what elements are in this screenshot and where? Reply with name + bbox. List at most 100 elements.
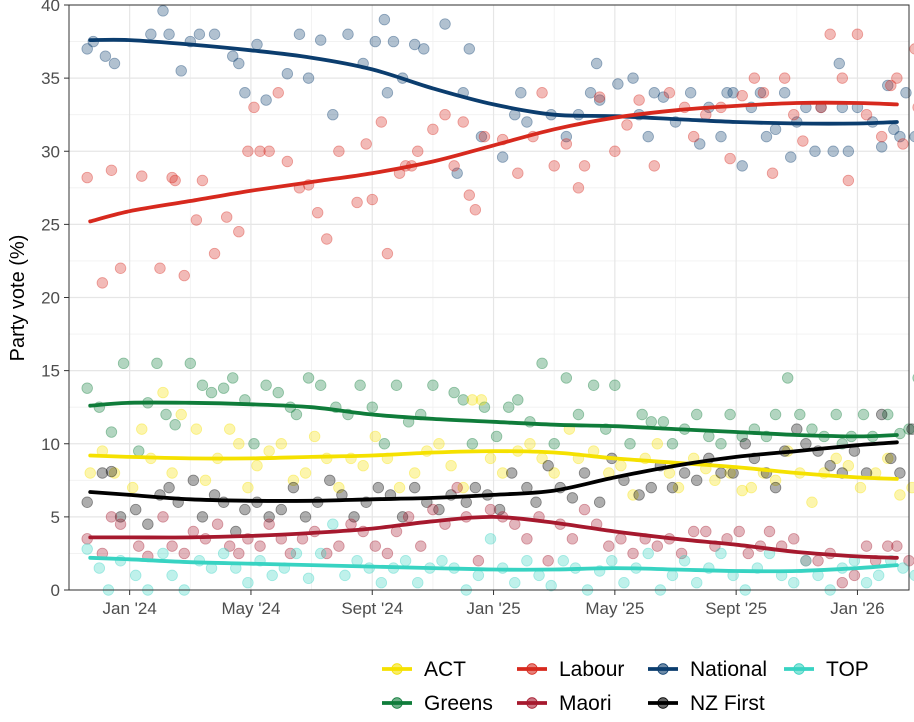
poll-point-greens — [572, 408, 585, 421]
poll-point-act — [672, 481, 685, 494]
poll-point-nz-first — [324, 474, 336, 487]
poll-point-greens — [290, 408, 303, 421]
poll-point-act — [287, 474, 300, 487]
poll-point-act — [627, 489, 639, 501]
poll-point-act — [457, 481, 469, 494]
poll-point-top — [327, 518, 339, 530]
poll-point-national — [736, 160, 748, 172]
poll-point-labour — [609, 145, 621, 157]
poll-point-greens — [448, 386, 460, 399]
trend-line-maori — [88, 514, 899, 560]
poll-point-national — [809, 145, 821, 157]
poll-point-national — [833, 57, 845, 70]
poll-point-top — [715, 547, 727, 560]
trend-line-act — [88, 449, 899, 481]
poll-point-maori — [521, 533, 533, 545]
poll-point-greens — [378, 438, 391, 450]
poll-point-nz-first — [114, 511, 127, 523]
poll-point-act — [242, 481, 254, 494]
y-tick-label: 35 — [41, 69, 60, 88]
poll-point-maori — [333, 540, 345, 552]
poll-point-nz-first — [372, 481, 385, 494]
poll-point-act — [308, 430, 321, 443]
poll-point-maori — [742, 547, 754, 560]
poll-point-labour — [885, 79, 897, 92]
poll-point-nz-first — [130, 503, 142, 516]
poll-point-greens — [133, 445, 145, 457]
poll-point-labour — [351, 196, 363, 209]
y-tick-label: 0 — [51, 581, 60, 600]
y-tick-label: 40 — [41, 0, 60, 15]
poll-point-labour — [851, 28, 864, 40]
poll-point-act — [906, 481, 914, 494]
poll-point-nz-first — [824, 459, 836, 472]
poll-point-national — [293, 28, 306, 40]
poll-point-act — [882, 452, 894, 465]
legend-key-dot-nz-first — [657, 697, 669, 709]
legend-label-greens: Greens — [424, 692, 493, 715]
poll-point-greens — [354, 379, 366, 391]
poll-point-nz-first — [578, 467, 591, 479]
poll-point-labour — [548, 160, 560, 172]
y-axis: 0 5 10 15 20 25 30 35 40 — [41, 0, 69, 600]
poll-point-greens — [560, 372, 573, 384]
poll-point-greens — [205, 386, 218, 399]
poll-point-maori — [133, 540, 145, 552]
poll-point-greens — [160, 408, 172, 421]
poll-point-greens — [169, 419, 181, 431]
poll-point-nz-first — [666, 481, 679, 494]
trend-line-nz-first — [88, 440, 899, 503]
poll-point-labour — [242, 145, 254, 157]
poll-point-maori — [800, 555, 812, 567]
poll-point-maori — [578, 503, 591, 516]
poll-point-national — [827, 145, 839, 157]
poll-point-act — [299, 467, 312, 479]
poll-point-labour — [724, 152, 736, 165]
poll-point-maori — [321, 547, 333, 560]
poll-point-national — [239, 87, 251, 99]
poll-point-act — [475, 394, 488, 406]
poll-point-act — [651, 438, 664, 450]
legend-key-dot-top — [793, 663, 805, 675]
poll-point-national — [648, 87, 660, 99]
poll-point-greens — [227, 372, 239, 384]
poll-point-maori — [542, 555, 554, 567]
poll-point-labour — [263, 145, 275, 157]
poll-point-labour — [136, 170, 148, 182]
poll-point-national — [233, 57, 245, 70]
poll-point-national — [894, 130, 906, 143]
poll-point-top — [399, 555, 412, 567]
poll-point-maori — [733, 525, 745, 538]
legend-key-dot-act — [391, 663, 403, 675]
poll-point-act — [615, 459, 627, 472]
poll-point-maori — [627, 547, 639, 560]
poll-point-national — [475, 130, 488, 143]
poll-point-labour — [196, 174, 209, 187]
poll-point-maori — [166, 540, 178, 552]
poll-point-national — [175, 65, 187, 77]
poll-point-greens — [272, 386, 284, 399]
poll-point-nz-first — [239, 503, 251, 516]
poll-point-national — [302, 72, 315, 84]
poll-point-act — [263, 445, 275, 457]
poll-point-greens — [794, 408, 806, 421]
poll-point-maori — [836, 576, 848, 589]
poll-point-greens — [636, 408, 648, 421]
poll-point-maori — [114, 518, 127, 530]
poll-point-nz-first — [769, 481, 782, 494]
poll-point-greens — [609, 379, 621, 391]
poll-point-labour — [663, 87, 676, 99]
poll-point-top — [509, 576, 521, 589]
trend-line-national — [88, 37, 899, 126]
poll-point-national — [451, 167, 463, 179]
poll-point-top — [93, 562, 106, 574]
trend-line-labour — [88, 100, 899, 224]
poll-point-labour — [169, 174, 181, 187]
poll-point-act — [84, 467, 96, 479]
poll-point-labour — [96, 277, 109, 289]
poll-point-national — [418, 43, 430, 55]
poll-point-national — [251, 38, 263, 51]
poll-point-greens — [724, 408, 736, 421]
y-tick-label: 5 — [51, 508, 60, 527]
